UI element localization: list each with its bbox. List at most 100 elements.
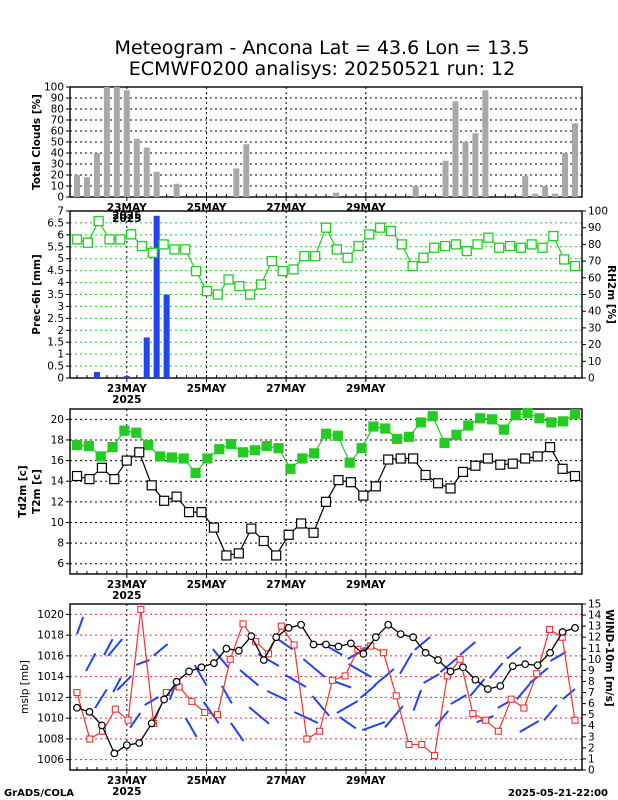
wind-barb xyxy=(248,706,270,725)
wind-speed-point xyxy=(226,655,234,663)
y-tick-label: 20 xyxy=(51,170,64,182)
y2-tick-label: 2 xyxy=(588,742,595,754)
mslp-point xyxy=(533,661,542,670)
t2m-point xyxy=(71,439,83,451)
y-tick-label: 10 xyxy=(51,181,64,193)
t2m-point xyxy=(368,421,379,432)
td2m-point xyxy=(146,480,157,491)
y-tick-label: 90 xyxy=(51,93,64,105)
td2m-point xyxy=(408,453,419,464)
y-tick-label: 5.5 xyxy=(47,241,64,253)
td2m-point xyxy=(445,483,456,494)
mslp-point xyxy=(272,633,281,642)
y-tick-label: 1010 xyxy=(37,713,64,725)
y-tick-label: 14 xyxy=(51,476,65,488)
td2m-point xyxy=(171,491,182,502)
y-axis-label-right: WIND-10m [m/s] xyxy=(603,609,615,706)
t2m-point xyxy=(534,413,545,424)
mslp-point xyxy=(122,741,131,749)
y2-tick-label: 11 xyxy=(588,643,601,655)
mslp-point xyxy=(546,648,554,657)
rh-point xyxy=(504,240,516,252)
mslp-point xyxy=(147,719,156,728)
cloud-bar xyxy=(532,193,539,197)
wind-barb xyxy=(412,689,423,712)
td2m-point xyxy=(233,548,244,559)
cloud-bar xyxy=(113,87,120,197)
t2m-point xyxy=(463,420,474,431)
mslp-point xyxy=(160,695,169,704)
td2m-point xyxy=(420,469,431,481)
t2m-point xyxy=(95,451,106,462)
title-line-1: Meteogram - Ancona Lat = 43.6 Lon = 13.5 xyxy=(115,37,530,59)
rh-point xyxy=(429,242,440,253)
mslp-point xyxy=(222,644,231,653)
rh-point xyxy=(201,286,213,297)
y2-tick-label: 0 xyxy=(588,765,595,777)
wind-barb xyxy=(519,720,540,733)
wind-barb xyxy=(266,690,288,702)
t2m-point xyxy=(131,427,142,438)
rh-point xyxy=(125,229,137,240)
wind-barb xyxy=(293,711,319,724)
y2-tick-label: 9 xyxy=(588,665,595,677)
y-axis-label-right: RH2m [%] xyxy=(605,265,617,324)
precip-rh-panel: 00.511.522.533.544.555.566.5701020304050… xyxy=(31,206,617,407)
y2-tick-label: 10 xyxy=(588,356,601,368)
date-tick-label: 29MAY xyxy=(346,579,386,591)
rh-point xyxy=(255,279,267,290)
mslp-point xyxy=(322,640,330,649)
mslp-point xyxy=(110,749,119,758)
y-tick-label: 0 xyxy=(57,192,64,204)
year-label-top: 2025 xyxy=(112,210,141,222)
td2m-point xyxy=(333,475,344,486)
date-tick-label: 23MAY xyxy=(107,383,147,395)
t2m-point xyxy=(249,445,260,456)
t2m-point xyxy=(403,431,415,442)
y-tick-label: 7 xyxy=(57,206,64,218)
y-tick-label: 1008 xyxy=(37,733,64,745)
cloud-bar xyxy=(562,153,569,197)
wind-barb xyxy=(212,648,230,669)
y-tick-label: 8 xyxy=(57,538,64,550)
wind-barb xyxy=(336,700,359,714)
t2m-point xyxy=(332,430,343,441)
rh-point xyxy=(537,242,548,253)
y2-tick-label: 80 xyxy=(588,239,601,251)
td2m-point xyxy=(246,523,257,534)
mslp-point xyxy=(508,662,517,671)
t2m-point xyxy=(166,452,177,463)
rh-point xyxy=(82,237,93,248)
td2m-point xyxy=(134,447,145,458)
precip-bar xyxy=(143,337,150,378)
rh-point xyxy=(169,244,180,255)
rh-point xyxy=(450,239,462,250)
td2m-point xyxy=(457,466,469,478)
td2m-point xyxy=(557,463,568,474)
wind-barb xyxy=(129,712,142,729)
cloud-bar xyxy=(542,186,549,197)
wind-barb xyxy=(339,716,357,730)
wind-speed-point xyxy=(507,695,515,703)
y2-tick-label: 1 xyxy=(588,753,595,765)
rh-point xyxy=(407,260,418,272)
y-tick-label: 100 xyxy=(44,82,64,94)
date-tick-label: 27MAY xyxy=(266,383,306,395)
wind-speed-point xyxy=(316,727,324,735)
td2m-point xyxy=(432,478,444,489)
td2m-point xyxy=(258,535,269,547)
wind-barb xyxy=(284,674,307,688)
rh-point xyxy=(396,239,407,250)
t2m-point xyxy=(143,439,154,451)
date-tick-label: 29MAY xyxy=(346,775,386,787)
wind-speed-point xyxy=(405,740,413,749)
year-label: 2025 xyxy=(112,786,141,798)
td2m-point xyxy=(470,460,481,471)
rh-point xyxy=(418,252,429,263)
rh-point xyxy=(526,239,537,250)
wind-barb xyxy=(373,668,395,687)
mslp-point xyxy=(185,667,193,676)
wind-speed-point xyxy=(213,711,222,719)
rh-point xyxy=(158,239,169,250)
